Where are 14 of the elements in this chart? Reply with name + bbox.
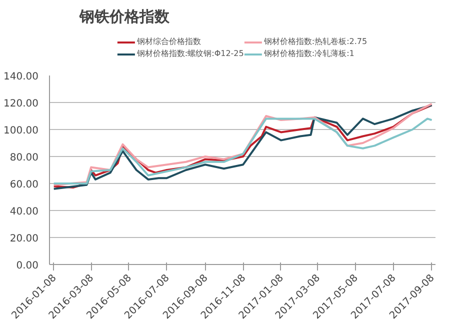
- y-tick-label: 0.00: [16, 260, 38, 272]
- y-tick-label: 60.00: [10, 180, 39, 190]
- y-tick-label: 140.00: [4, 72, 39, 82]
- line-series: [52, 118, 433, 184]
- y-tick-label: 80.00: [10, 152, 39, 164]
- legend-label: 钢材价格指数:螺纹钢:Φ12-25: [136, 48, 244, 60]
- legend-label: 钢材价格指数:冷轧薄板:1: [264, 48, 354, 60]
- y-tick-label: 100.00: [4, 126, 39, 136]
- y-tick-label: 20.00: [10, 234, 39, 244]
- chart-title: 钢铁价格指数: [78, 8, 170, 26]
- y-tick-label: 40.00: [10, 206, 39, 218]
- y-tick-label: 120.00: [4, 98, 39, 110]
- legend-label: 钢材综合价格指数: [136, 36, 201, 48]
- legend-label: 钢材价格指数:热轧卷板:2.75: [264, 36, 368, 48]
